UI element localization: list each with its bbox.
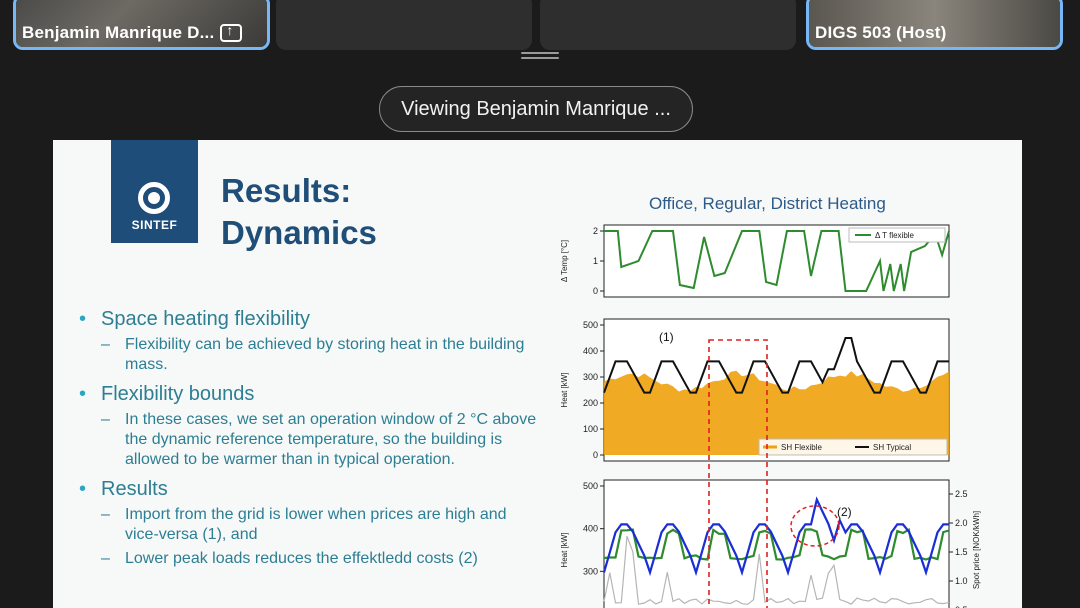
series-line-q-imp-typical — [602, 496, 949, 577]
series-line-delta-t — [604, 230, 950, 292]
y-tick-label: 1 — [593, 256, 598, 266]
sub-bullet: Lower peak loads reduces the effektledd … — [77, 549, 537, 569]
series-line-spot-price — [603, 535, 950, 605]
participant-video — [809, 0, 1060, 47]
bullet: Results — [77, 478, 537, 501]
sintef-logo-icon — [138, 182, 170, 214]
logo-text: SINTEF — [131, 218, 178, 232]
chart: 0 1 2 Δ Temp [°C] 0 100 200 300 400 500 Heat [kW] 2… — [560, 224, 981, 608]
participant-tile-empty-2[interactable] — [540, 0, 796, 50]
slide-title: Results: Dynamics — [221, 170, 377, 254]
y-axis-label: Heat [kW] — [560, 372, 569, 407]
y-axis-label: Δ Temp [°C] — [560, 240, 569, 282]
y-tick-label-right: 2.5 — [955, 489, 968, 499]
annotation-1: (1) — [659, 330, 674, 344]
bullet: Space heating flexibility — [77, 308, 537, 331]
series-line-sh-typical — [603, 337, 949, 394]
legend-box — [758, 438, 948, 456]
bullet-list: Space heating flexibility Flexibility ca… — [77, 308, 537, 573]
y-tick-label-right: 0.5 — [955, 605, 968, 608]
y-tick-label: 500 — [583, 481, 598, 491]
highlight-window — [708, 339, 768, 608]
y-tick-label: 300 — [583, 566, 598, 576]
y-tick-label: 400 — [583, 346, 598, 356]
y-tick-label-right: 2.0 — [955, 518, 968, 528]
y-tick-label: 0 — [593, 286, 598, 296]
y-tick-label-right: 1.5 — [955, 547, 968, 557]
bullet: Flexibility bounds — [77, 383, 537, 406]
slide-title-line1: Results: — [221, 172, 352, 209]
y-tick-label: 100 — [583, 424, 598, 434]
legend-label: SH Flexible — [781, 443, 822, 452]
sub-bullet: In these cases, we set an operation wind… — [77, 410, 537, 470]
participant-name-row: Benjamin Manrique D... — [22, 22, 243, 43]
shared-slide: SINTEF Results: Dynamics Space heating f… — [53, 140, 1022, 608]
annotation-circle-2 — [790, 505, 840, 547]
y-tick-label: 300 — [583, 372, 598, 382]
participant-tile-benjamin[interactable]: Benjamin Manrique D... — [13, 0, 270, 50]
sintef-logo: SINTEF — [111, 140, 198, 243]
legend-box — [848, 227, 946, 243]
y-tick-label: 200 — [583, 398, 598, 408]
participant-tile-empty-1[interactable] — [276, 0, 532, 50]
y-tick-label: 0 — [593, 450, 598, 460]
legend-label: Δ T flexible — [875, 231, 915, 240]
participant-tile-host[interactable]: DIGS 503 (Host) — [806, 0, 1063, 50]
y-axis-label-right: Spot price [NOK/kWh] — [972, 511, 981, 589]
y-tick-label-right: 1.0 — [955, 576, 968, 586]
slide-title-line2: Dynamics — [221, 214, 377, 251]
y-tick-label: 500 — [583, 320, 598, 330]
participant-name: DIGS 503 (Host) — [815, 23, 947, 42]
viewing-banner[interactable]: Viewing Benjamin Manrique ... — [379, 86, 693, 132]
chart-title: Office, Regular, District Heating — [649, 194, 886, 213]
annotation-2: (2) — [837, 505, 852, 519]
sub-bullet: Flexibility can be achieved by storing h… — [77, 335, 537, 375]
participant-name: Benjamin Manrique D... — [22, 23, 215, 42]
participant-name-row: DIGS 503 (Host) — [815, 23, 946, 43]
y-tick-label: 400 — [583, 524, 598, 534]
series-line-q-imp-flex — [603, 527, 950, 561]
strip-resize-handle[interactable] — [521, 52, 559, 60]
y-tick-label: 2 — [593, 226, 598, 236]
screen-share-icon — [220, 22, 243, 42]
legend-label: SH Typical — [873, 443, 911, 452]
sub-bullet: Import from the grid is lower when price… — [77, 505, 537, 545]
y-axis-label: Heat [kW] — [560, 532, 569, 567]
